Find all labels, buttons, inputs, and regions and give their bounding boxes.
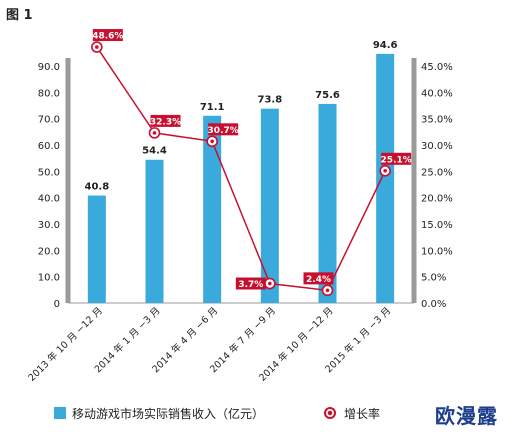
legend-bar-swatch — [54, 407, 66, 419]
growth-label-box — [208, 123, 239, 136]
growth-point-center — [152, 131, 157, 135]
y-right-tick-label: 20.0% — [421, 194, 453, 205]
y-right-tick-label: 30.0% — [421, 141, 453, 152]
y-left-tick-label: 0 — [54, 299, 60, 310]
growth-label-box — [150, 114, 181, 127]
y-right-tick-label: 0.0% — [421, 299, 446, 310]
bar-value-label: 40.8 — [84, 182, 109, 193]
growth-label-box — [92, 29, 123, 42]
bar — [318, 103, 337, 303]
y-left-tick-label: 50.0 — [38, 167, 60, 178]
growth-point-center — [268, 281, 272, 286]
legend-bar: 移动游戏市场实际销售收入（亿元） — [54, 404, 264, 422]
growth-value-label: 30.7% — [208, 126, 239, 136]
legend-line: 增长率 — [324, 404, 380, 422]
y-right-tick-label: 35.0% — [421, 115, 453, 126]
legend-bar-label: 移动游戏市场实际销售收入（亿元） — [72, 406, 265, 421]
watermark: 欧漫露 — [435, 404, 498, 428]
combo-chart: 0 10.0 20.0 30.0 40.0 50.0 60.0 70.0 80.0 90.0 0.0… — [26, 29, 453, 384]
growth-value-label: 32.3% — [150, 117, 181, 127]
growth-value-label: 25.1% — [381, 155, 412, 165]
y-right-tick-label: 25.0% — [421, 167, 453, 178]
growth-line — [96, 46, 386, 292]
growth-point-center — [95, 45, 99, 49]
y-right-tick-label: 15.0% — [421, 220, 453, 231]
growth-label-box — [303, 272, 334, 285]
growth-value-label: 2.4% — [306, 275, 331, 285]
y-left-tick-label: 40.0 — [38, 194, 60, 205]
y-left-tick-label: 30.0 — [38, 220, 60, 231]
bar — [203, 115, 222, 304]
y-right-tick-label: 5.0% — [421, 273, 446, 284]
y-left-tick-label: 60.0 — [38, 141, 60, 152]
x-tick-label: 2013 年 10 月 −12 月 — [26, 305, 105, 384]
legend-line-label: 增长率 — [344, 406, 381, 421]
figure-label: 图 1 — [6, 8, 33, 23]
y-right-tick-label: 45.0% — [421, 62, 453, 73]
bar — [260, 108, 279, 303]
bar-value-label: 71.1 — [200, 102, 225, 113]
bar — [87, 195, 106, 303]
bar-value-label: 75.6 — [315, 90, 340, 101]
y-left-tick-label: 70.0 — [38, 115, 60, 126]
bar — [376, 53, 395, 304]
growth-label-box — [381, 152, 412, 165]
bar-value-label: 54.4 — [142, 146, 167, 157]
growth-point-center — [325, 288, 330, 293]
bar — [145, 159, 164, 303]
y-left-tick-label: 20.0 — [38, 246, 60, 257]
bar-value-label: 94.6 — [373, 40, 398, 51]
y-right-tick-label: 10.0% — [421, 246, 453, 257]
y-left-tick-label: 90.0 — [38, 62, 60, 73]
growth-value-label: 3.7% — [238, 280, 263, 290]
growth-point-center — [383, 169, 387, 173]
legend-line-swatch — [324, 407, 336, 419]
growth-point-center — [210, 139, 214, 144]
growth-label-box — [235, 277, 266, 290]
growth-value-label: 48.6% — [92, 32, 123, 42]
bar-value-label: 73.8 — [257, 95, 282, 106]
y-left-tick-label: 10.0 — [38, 273, 60, 284]
y-left-tick-label: 80.0 — [38, 88, 60, 99]
y-right-tick-label: 40.0% — [421, 88, 453, 99]
